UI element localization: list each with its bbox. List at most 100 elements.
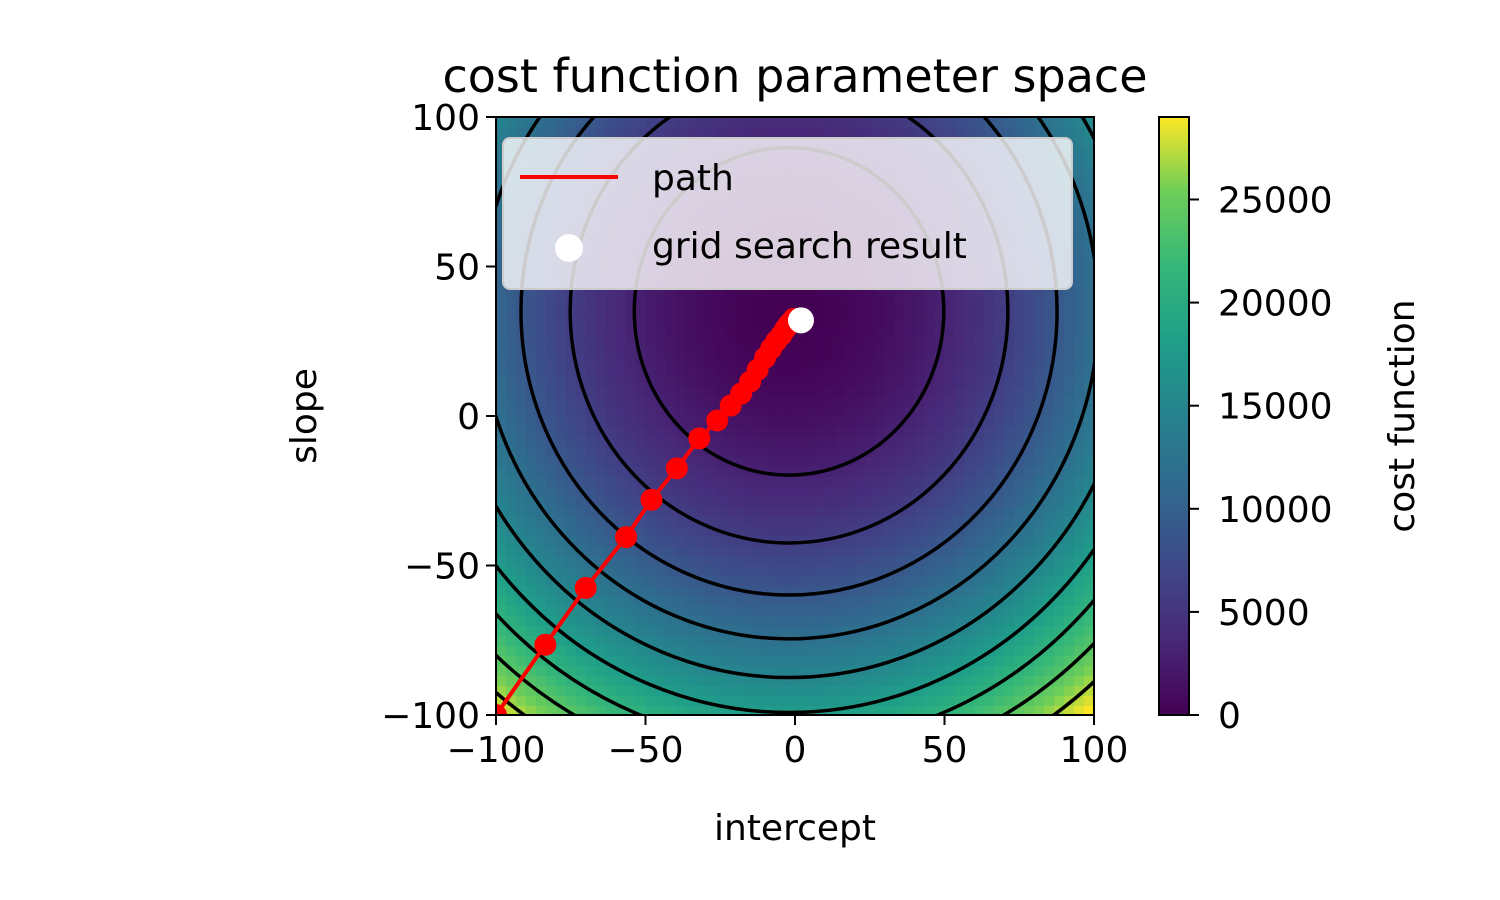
heatmap-cell	[874, 425, 886, 437]
heatmap-cell	[545, 445, 557, 457]
colorbar-tick-label: 0	[1218, 696, 1241, 737]
heatmap-cell	[1024, 376, 1035, 387]
heatmap-cell	[496, 545, 507, 557]
heatmap-cell	[964, 386, 976, 397]
heatmap-cell	[974, 346, 986, 357]
heatmap-cell	[735, 485, 746, 497]
heatmap-cell	[1034, 615, 1045, 627]
heatmap-cell	[1044, 316, 1055, 328]
heatmap-cell	[575, 425, 587, 437]
heatmap-cell	[645, 396, 657, 407]
heatmap-cell	[685, 605, 697, 617]
heatmap-cell	[695, 555, 707, 567]
heatmap-cell	[974, 126, 986, 138]
legend-box	[502, 137, 1073, 290]
heatmap-cell	[874, 565, 886, 577]
heatmap-cell	[944, 495, 956, 507]
heatmap-cell	[854, 695, 866, 706]
heatmap-cell	[924, 685, 936, 696]
heatmap-cell	[565, 425, 577, 437]
heatmap-cell	[894, 575, 906, 587]
heatmap-cell	[605, 645, 617, 656]
heatmap-cell	[575, 346, 587, 357]
heatmap-cell	[615, 306, 627, 318]
heatmap-cell	[765, 595, 776, 607]
heatmap-cell	[944, 615, 956, 627]
heatmap-cell	[755, 695, 766, 706]
heatmap-cell	[914, 356, 926, 367]
heatmap-cell	[605, 126, 617, 138]
heatmap-cell	[844, 416, 856, 427]
heatmap-cell	[615, 675, 627, 686]
heatmap-cell	[525, 555, 537, 567]
heatmap-cell	[695, 645, 707, 656]
heatmap-cell	[555, 545, 567, 557]
heatmap-cell	[496, 326, 507, 338]
heatmap-cell	[834, 615, 846, 627]
heatmap-cell	[635, 316, 647, 328]
heatmap-cell	[994, 665, 1006, 676]
heatmap-cell	[795, 296, 806, 308]
heatmap-cell	[795, 117, 806, 128]
heatmap-cell	[1024, 625, 1035, 637]
heatmap-cell	[595, 585, 607, 597]
heatmap-cell	[675, 575, 687, 587]
heatmap-cell	[944, 545, 956, 557]
heatmap-cell	[914, 416, 926, 427]
heatmap-cell	[884, 406, 896, 417]
heatmap-cell	[615, 485, 627, 497]
heatmap-cell	[785, 435, 796, 447]
heatmap-cell	[1024, 435, 1035, 447]
heatmap-cell	[705, 386, 717, 397]
heatmap-cell	[834, 635, 846, 647]
heatmap-cell	[884, 286, 896, 298]
heatmap-cell	[675, 625, 687, 637]
heatmap-cell	[884, 336, 896, 348]
heatmap-cell	[765, 406, 776, 417]
heatmap-cell	[675, 595, 687, 607]
chart-title: cost function parameter space	[442, 49, 1147, 103]
heatmap-cell	[775, 366, 786, 377]
heatmap-cell	[605, 465, 617, 477]
heatmap-cell	[555, 515, 567, 527]
heatmap-cell	[635, 655, 647, 666]
heatmap-cell	[635, 565, 647, 577]
heatmap-cell	[635, 625, 647, 637]
heatmap-cell	[1064, 386, 1075, 397]
heatmap-cell	[735, 615, 746, 627]
y-axis-label: slope	[284, 368, 325, 464]
heatmap-cell	[665, 316, 677, 328]
heatmap-cell	[735, 465, 746, 477]
heatmap-cell	[645, 635, 657, 647]
heatmap-cell	[914, 615, 926, 627]
heatmap-cell	[555, 445, 567, 457]
heatmap-cell	[884, 605, 896, 617]
heatmap-cell	[924, 645, 936, 656]
heatmap-cell	[555, 346, 567, 357]
heatmap-cell	[705, 126, 717, 138]
heatmap-cell	[924, 485, 936, 497]
heatmap-cell	[655, 565, 667, 577]
heatmap-cell	[705, 535, 717, 547]
heatmap-cell	[615, 386, 627, 397]
heatmap-cell	[934, 525, 946, 537]
heatmap-cell	[934, 495, 946, 507]
heatmap-cell	[934, 705, 946, 715]
heatmap-cell	[765, 585, 776, 597]
heatmap-cell	[635, 376, 647, 387]
heatmap-cell	[1034, 465, 1045, 477]
heatmap-cell	[505, 435, 517, 447]
heatmap-cell	[1084, 595, 1094, 607]
heatmap-cell	[735, 685, 746, 696]
heatmap-cell	[1004, 675, 1016, 686]
heatmap-cell	[735, 435, 746, 447]
heatmap-cell	[695, 126, 707, 138]
heatmap-cell	[585, 455, 597, 467]
heatmap-cell	[535, 386, 547, 397]
heatmap-cell	[615, 605, 627, 617]
heatmap-cell	[545, 356, 557, 367]
heatmap-cell	[924, 595, 936, 607]
heatmap-cell	[914, 665, 926, 676]
heatmap-cell	[1034, 356, 1045, 367]
heatmap-cell	[496, 665, 507, 676]
